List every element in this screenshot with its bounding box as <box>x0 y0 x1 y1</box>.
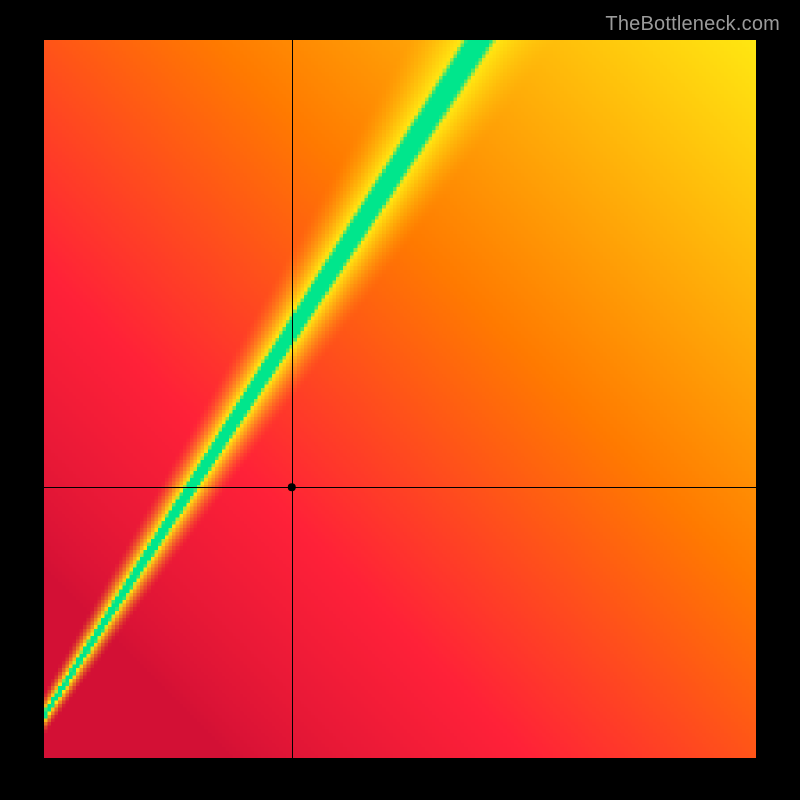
crosshair-overlay <box>44 40 756 758</box>
bottleneck-heatmap <box>44 40 756 758</box>
watermark-text: TheBottleneck.com <box>605 13 780 36</box>
